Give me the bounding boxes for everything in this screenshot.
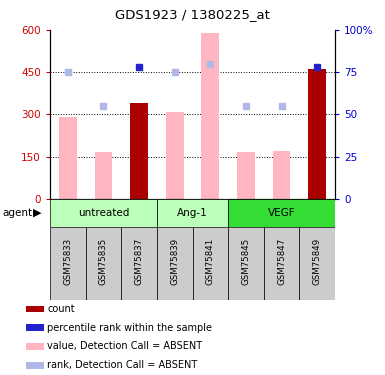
Text: GSM75835: GSM75835: [99, 238, 108, 285]
Text: value, Detection Call = ABSENT: value, Detection Call = ABSENT: [47, 342, 203, 351]
Text: ▶: ▶: [33, 208, 41, 218]
Text: GSM75849: GSM75849: [313, 238, 321, 285]
Text: GSM75837: GSM75837: [135, 238, 144, 285]
Text: GDS1923 / 1380225_at: GDS1923 / 1380225_at: [115, 8, 270, 21]
Bar: [273, 151, 290, 199]
Text: GSM75839: GSM75839: [170, 238, 179, 285]
Bar: [166, 112, 184, 199]
Bar: [130, 103, 148, 199]
Bar: [50, 199, 157, 227]
Text: VEGF: VEGF: [268, 208, 295, 218]
Bar: [228, 227, 264, 300]
Bar: [264, 227, 300, 300]
Bar: [192, 227, 228, 300]
Text: rank, Detection Call = ABSENT: rank, Detection Call = ABSENT: [47, 360, 198, 370]
Bar: [26, 306, 44, 312]
Bar: [300, 227, 335, 300]
Bar: [50, 227, 85, 300]
Bar: [237, 152, 255, 199]
Text: GSM75845: GSM75845: [241, 238, 250, 285]
Bar: [26, 343, 44, 350]
Text: GSM75833: GSM75833: [64, 238, 72, 285]
Bar: [308, 69, 326, 199]
Bar: [157, 199, 228, 227]
Text: count: count: [47, 304, 75, 314]
Bar: [201, 33, 219, 199]
Bar: [85, 227, 121, 300]
Bar: [121, 227, 157, 300]
Bar: [95, 152, 112, 199]
Bar: [59, 117, 77, 199]
Bar: [26, 324, 44, 331]
Bar: [26, 362, 44, 369]
Text: GSM75841: GSM75841: [206, 238, 215, 285]
Bar: [228, 199, 335, 227]
Text: percentile rank within the sample: percentile rank within the sample: [47, 323, 213, 333]
Text: agent: agent: [2, 208, 32, 218]
Text: untreated: untreated: [78, 208, 129, 218]
Bar: [157, 227, 192, 300]
Text: Ang-1: Ang-1: [177, 208, 208, 218]
Text: GSM75847: GSM75847: [277, 238, 286, 285]
